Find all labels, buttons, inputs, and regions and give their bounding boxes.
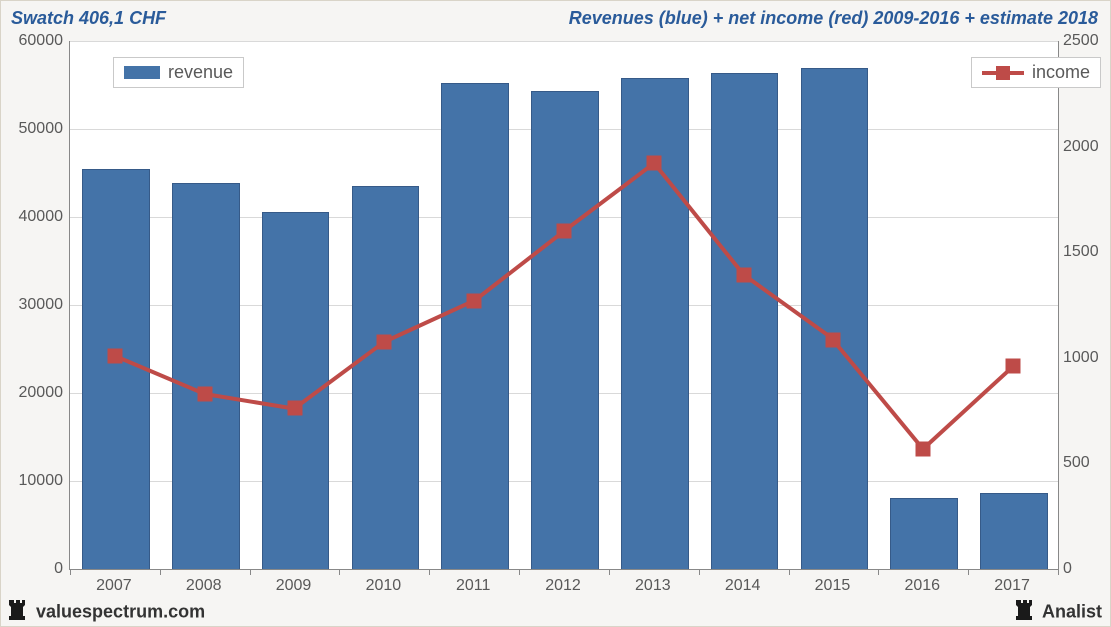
y-right-tick-label: 500 (1063, 454, 1111, 472)
rook-icon (9, 600, 27, 625)
y-left-tick-label: 10000 (5, 472, 63, 490)
x-tick-label: 2008 (186, 577, 222, 595)
plot-area (69, 41, 1059, 570)
legend-label: income (1032, 62, 1090, 83)
legend-swatch-icon (982, 63, 1024, 83)
revenue-bar (531, 91, 599, 569)
revenue-bar (980, 493, 1048, 569)
revenue-bar (801, 68, 869, 569)
legend-revenue: revenue (113, 57, 244, 88)
y-left-tick-label: 50000 (5, 120, 63, 138)
footer-left-text: valuespectrum.com (36, 601, 205, 621)
income-marker (467, 293, 482, 308)
y-left-tick-label: 0 (5, 560, 63, 578)
y-left-tick-label: 60000 (5, 32, 63, 50)
y-right-tick-label: 0 (1063, 560, 1111, 578)
y-right-tick-label: 2500 (1063, 32, 1111, 50)
income-marker (107, 348, 122, 363)
income-marker (646, 156, 661, 171)
x-tick-label: 2010 (366, 577, 402, 595)
revenue-bar (82, 169, 150, 569)
y-left-tick-label: 40000 (5, 208, 63, 226)
y-right-tick-label: 1000 (1063, 349, 1111, 367)
revenue-bar (352, 186, 420, 569)
revenue-bar (890, 498, 958, 569)
chart-container: Swatch 406,1 CHF Revenues (blue) + net i… (0, 0, 1111, 627)
income-marker (736, 268, 751, 283)
x-tick (250, 569, 251, 575)
x-tick (1058, 569, 1059, 575)
x-tick (429, 569, 430, 575)
x-tick (519, 569, 520, 575)
income-marker (1006, 359, 1021, 374)
x-tick (160, 569, 161, 575)
y-left-tick-label: 20000 (5, 384, 63, 402)
footer-right-text: Analist (1042, 601, 1102, 621)
income-marker (377, 334, 392, 349)
revenue-bar (172, 183, 240, 569)
grid-line (70, 41, 1058, 42)
legend-income: income (971, 57, 1101, 88)
x-tick-label: 2011 (456, 577, 490, 595)
x-tick (339, 569, 340, 575)
x-tick-label: 2013 (635, 577, 671, 595)
revenue-bar (621, 78, 689, 569)
y-right-tick-label: 1500 (1063, 243, 1111, 261)
x-tick-label: 2015 (815, 577, 851, 595)
x-tick-label: 2016 (904, 577, 940, 595)
x-tick (609, 569, 610, 575)
x-tick (968, 569, 969, 575)
x-tick-label: 2009 (276, 577, 312, 595)
revenue-bar (441, 83, 509, 569)
legend-label: revenue (168, 62, 233, 83)
income-marker (916, 441, 931, 456)
legend-swatch-icon (124, 66, 160, 79)
income-line-segment (922, 365, 1015, 450)
footer-left: valuespectrum.com (9, 600, 205, 625)
income-marker (826, 332, 841, 347)
x-tick (878, 569, 879, 575)
footer-right: Analist (1016, 600, 1102, 625)
revenue-bar (711, 73, 779, 569)
footer: valuespectrum.com Analist (1, 598, 1110, 626)
x-tick-label: 2007 (96, 577, 132, 595)
rook-icon (1016, 600, 1034, 625)
income-marker (197, 386, 212, 401)
y-right-tick-label: 2000 (1063, 138, 1111, 156)
x-tick-label: 2017 (994, 577, 1030, 595)
y-left-tick-label: 30000 (5, 296, 63, 314)
x-tick (699, 569, 700, 575)
x-tick-label: 2012 (545, 577, 581, 595)
x-tick (789, 569, 790, 575)
x-tick-label: 2014 (725, 577, 761, 595)
title-right: Revenues (blue) + net income (red) 2009-… (569, 8, 1098, 29)
income-marker (287, 401, 302, 416)
income-marker (557, 224, 572, 239)
title-bar: Swatch 406,1 CHF Revenues (blue) + net i… (1, 1, 1110, 35)
title-left: Swatch 406,1 CHF (11, 8, 166, 29)
x-tick (70, 569, 71, 575)
